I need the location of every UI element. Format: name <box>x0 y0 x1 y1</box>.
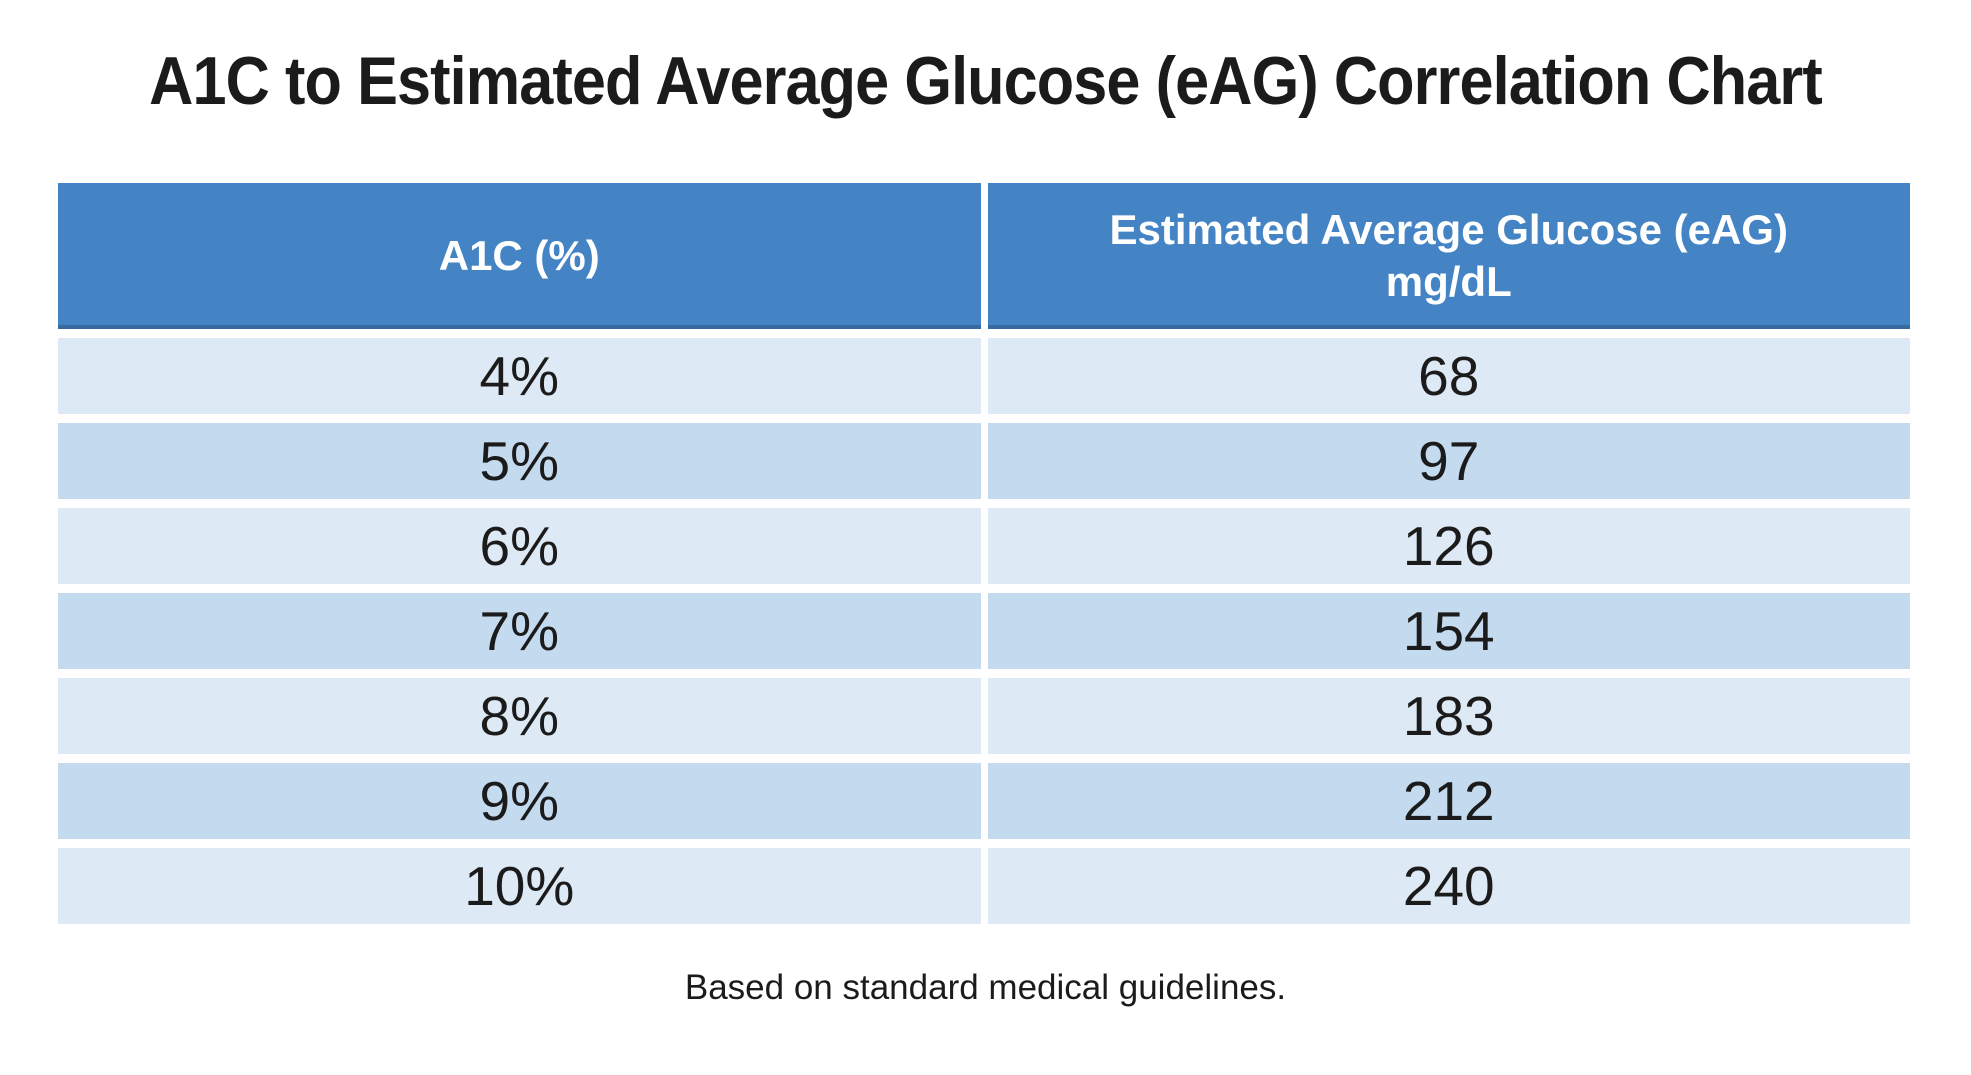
table-row-a1c-cell: 7% <box>58 593 981 669</box>
table-row-a1c-cell: 10% <box>58 848 981 924</box>
table-row-a1c-cell: 6% <box>58 508 981 584</box>
source-footnote: Based on standard medical guidelines. <box>684 968 1287 1007</box>
table-row-a1c-cell: 8% <box>58 678 981 754</box>
column-header-eag-line2: mg/dL <box>1385 258 1512 305</box>
table-row-eag-cell: 183 <box>987 678 1910 754</box>
correlation-table: A1C (%) Estimated Average Glucose (eAG) … <box>58 183 1910 924</box>
table-row-eag-cell: 154 <box>987 593 1910 669</box>
table-row-eag-cell: 97 <box>987 423 1910 499</box>
column-header-eag: Estimated Average Glucose (eAG) mg/dL <box>987 183 1910 329</box>
table-row-eag-cell: 68 <box>987 338 1910 414</box>
table-row-eag-cell: 212 <box>987 763 1910 839</box>
column-header-a1c-label: A1C (%) <box>438 231 600 279</box>
table-row-eag-cell: 126 <box>987 508 1910 584</box>
table-row-eag-cell: 240 <box>987 848 1910 924</box>
column-header-eag-line1: Estimated Average Glucose (eAG) <box>1109 205 1788 253</box>
table-row-a1c-cell: 4% <box>58 338 981 414</box>
table-row-a1c-cell: 9% <box>58 763 981 839</box>
column-header-a1c: A1C (%) <box>58 183 981 329</box>
page-title: A1C to Estimated Average Glucose (eAG) C… <box>149 43 1823 119</box>
table-row-a1c-cell: 5% <box>58 423 981 499</box>
